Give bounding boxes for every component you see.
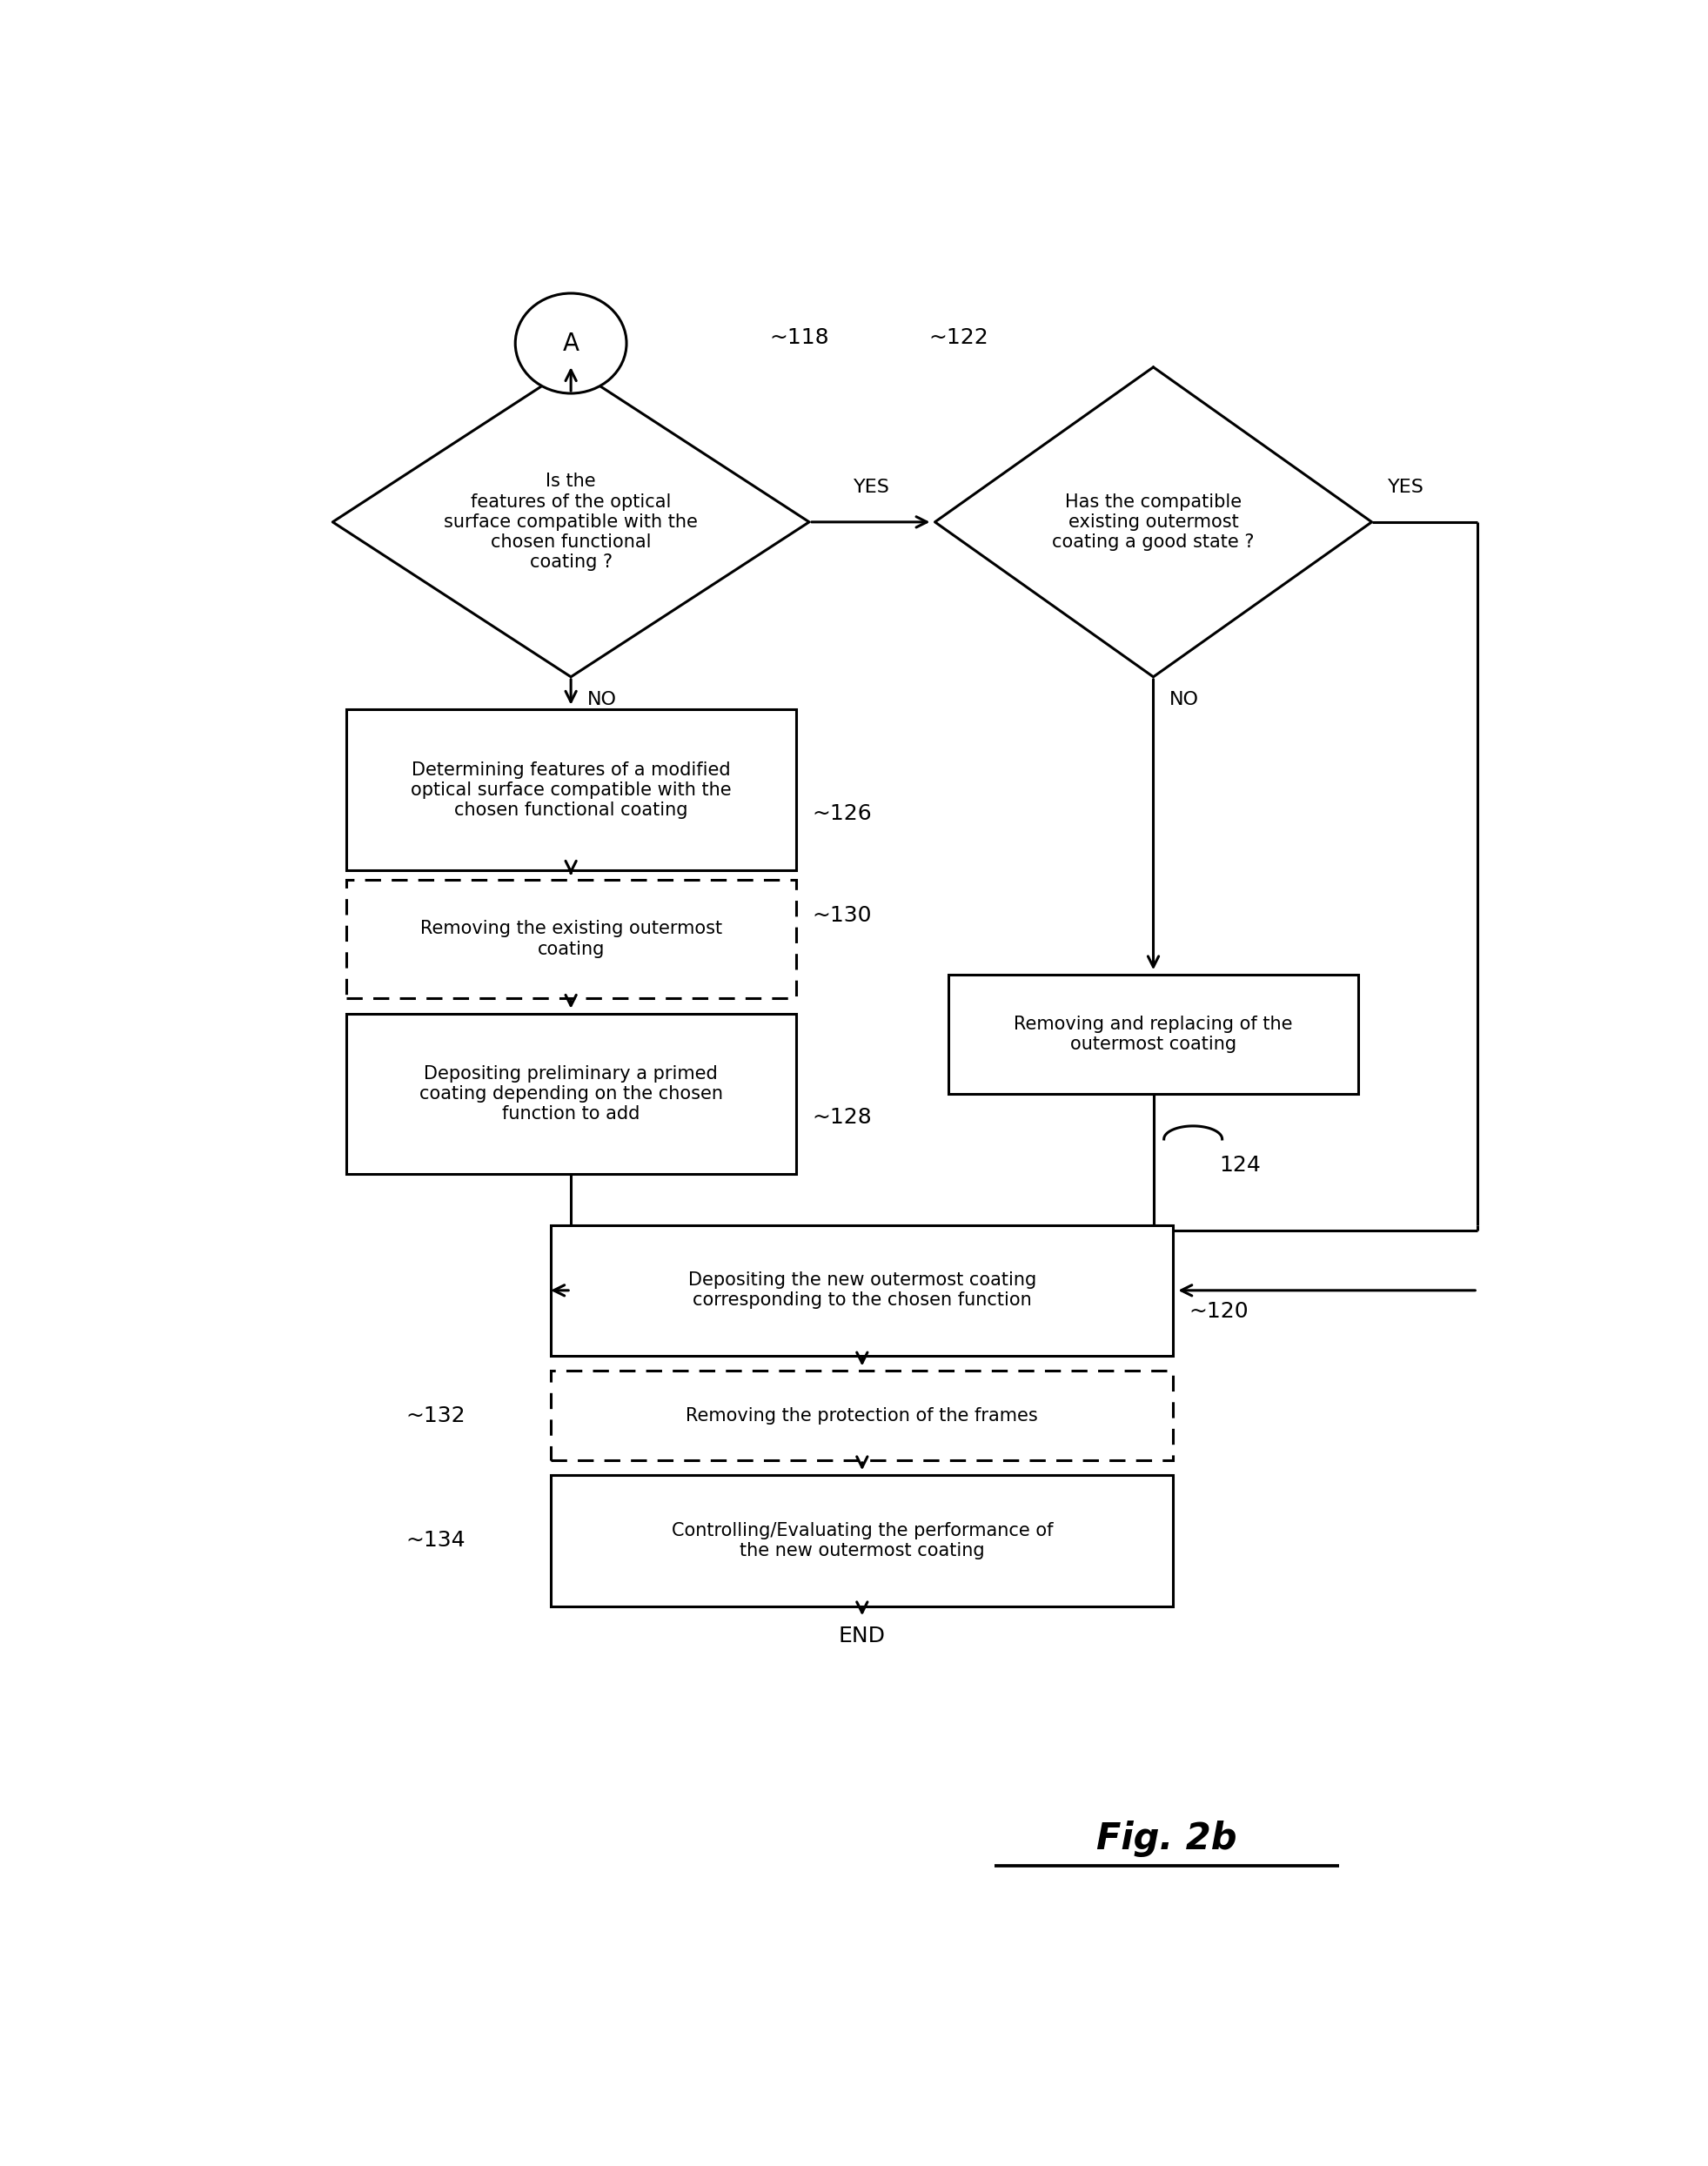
Bar	[948, 975, 1358, 1094]
Text: ~128: ~128	[811, 1107, 871, 1128]
Text: Fig. 2b: Fig. 2b	[1097, 1819, 1237, 1856]
Text: Controlling/Evaluating the performance of
the new outermost coating: Controlling/Evaluating the performance o…	[671, 1523, 1052, 1560]
Text: Depositing the new outermost coating
corresponding to the chosen function: Depositing the new outermost coating cor…	[688, 1271, 1037, 1308]
Text: Has the compatible
existing outermost
coating a good state ?: Has the compatible existing outermost co…	[1052, 494, 1254, 550]
Bar	[345, 879, 796, 999]
Text: A: A	[562, 331, 579, 355]
Text: ~126: ~126	[811, 804, 871, 825]
Text: ~132: ~132	[405, 1406, 465, 1425]
Bar	[345, 710, 796, 871]
Text: Determining features of a modified
optical surface compatible with the
chosen fu: Determining features of a modified optic…	[410, 760, 731, 819]
Bar	[552, 1475, 1173, 1607]
Text: ~120: ~120	[1189, 1302, 1249, 1321]
Text: YES: YES	[854, 479, 890, 496]
Text: NO: NO	[1170, 691, 1199, 708]
Text: YES: YES	[1387, 479, 1424, 496]
Text: Removing the existing outermost
coating: Removing the existing outermost coating	[420, 921, 722, 957]
Text: ~122: ~122	[929, 327, 989, 349]
Text: ~134: ~134	[405, 1529, 465, 1551]
Circle shape	[516, 292, 627, 394]
Text: NO: NO	[588, 691, 617, 708]
Text: Removing and replacing of the
outermost coating: Removing and replacing of the outermost …	[1015, 1016, 1293, 1053]
Bar	[552, 1224, 1173, 1356]
Bar	[552, 1371, 1173, 1460]
Text: Is the
features of the optical
surface compatible with the
chosen functional
coa: Is the features of the optical surface c…	[444, 472, 699, 572]
Text: END: END	[839, 1624, 886, 1646]
Text: ~130: ~130	[811, 905, 871, 925]
Text: ~118: ~118	[770, 327, 828, 349]
Text: Removing the protection of the frames: Removing the protection of the frames	[687, 1406, 1038, 1425]
Text: 124: 124	[1220, 1154, 1261, 1176]
Bar	[345, 1014, 796, 1174]
Text: Depositing preliminary a primed
coating depending on the chosen
function to add: Depositing preliminary a primed coating …	[418, 1066, 722, 1122]
